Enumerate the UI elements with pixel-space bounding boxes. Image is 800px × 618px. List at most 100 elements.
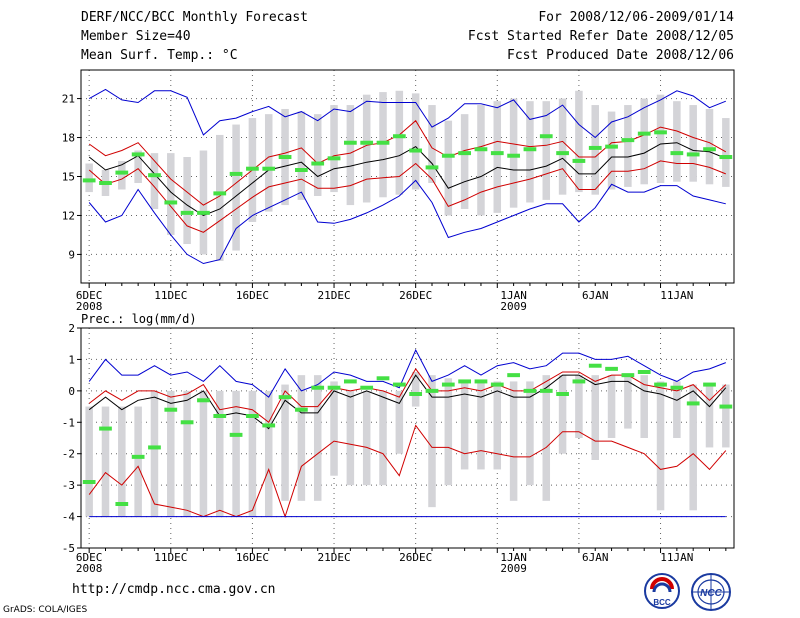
x-tick-label: 1JAN — [500, 289, 527, 302]
median-marker — [278, 395, 292, 400]
spread-box — [673, 381, 681, 438]
x-tick-label: 16DEC — [236, 289, 269, 302]
x-tick-label: 6JAN — [582, 289, 609, 302]
spread-box — [411, 93, 420, 190]
spread-box — [199, 150, 208, 255]
spread-box — [526, 101, 534, 203]
median-marker — [82, 480, 96, 484]
median-marker — [148, 173, 161, 178]
spread-box — [705, 108, 714, 185]
x-tick-label: 26DEC — [399, 551, 432, 564]
median-marker — [523, 388, 537, 393]
median-marker — [99, 180, 112, 185]
x-tick-label: 21DEC — [317, 289, 350, 302]
spread-box — [640, 98, 648, 185]
y-tick-label: 0 — [68, 385, 75, 398]
spread-box — [183, 390, 191, 517]
spread-box — [134, 150, 142, 183]
spread-box — [656, 94, 665, 183]
median-marker — [99, 426, 112, 431]
spread-box — [232, 390, 240, 517]
median-marker — [148, 445, 161, 450]
spread-box — [509, 381, 518, 501]
median-marker — [556, 392, 569, 396]
spread-box — [640, 375, 648, 438]
series-line-mean-plus-sd — [88, 119, 727, 206]
spread-box — [101, 406, 110, 517]
spread-box — [134, 406, 142, 517]
median-marker — [425, 165, 439, 170]
median-marker — [474, 147, 488, 152]
median-marker — [115, 502, 129, 506]
x-tick-year-label: 2008 — [76, 562, 103, 575]
spread-box — [395, 390, 404, 454]
median-marker — [686, 401, 700, 406]
x-tick-label: 21DEC — [317, 551, 350, 564]
median-marker — [246, 414, 259, 418]
spread-box — [607, 111, 616, 190]
median-marker — [376, 376, 390, 381]
median-marker — [490, 382, 504, 387]
x-tick-year-label: 2009 — [500, 300, 527, 313]
spread-box — [379, 390, 387, 486]
median-marker — [360, 385, 374, 390]
series-line-mean-minus-sd — [88, 160, 726, 233]
spread-box — [216, 134, 224, 261]
spread-box — [558, 375, 567, 454]
spread-box — [477, 381, 485, 470]
median-marker — [654, 130, 667, 135]
spread-box — [313, 114, 322, 196]
median-marker — [588, 363, 602, 368]
y-tick-label: 21 — [62, 93, 75, 106]
median-marker — [474, 379, 488, 384]
spread-box — [330, 381, 338, 476]
bcc-logo-text: BCC — [653, 598, 671, 607]
spread-box — [591, 375, 599, 460]
series-line-mean-minus-sd — [88, 424, 727, 519]
median-marker — [278, 155, 292, 160]
series-line-mean-plus-sd — [88, 367, 727, 424]
footer-url[interactable]: http://cmdp.ncc.cma.gov.cn — [72, 582, 276, 597]
spread-box — [346, 390, 355, 486]
y-tick-label: -2 — [62, 448, 75, 461]
x-tick-year-label: 2008 — [76, 300, 103, 313]
y-tick-label: 2 — [68, 322, 75, 335]
median-marker — [164, 200, 178, 205]
x-tick-label: 1JAN — [500, 551, 527, 564]
spread-box — [689, 384, 697, 511]
median-marker — [392, 382, 406, 387]
spread-box — [118, 406, 126, 517]
grads-credit: GrADS: COLA/IGES — [3, 605, 88, 615]
median-marker — [670, 151, 684, 156]
spread-box — [575, 90, 583, 193]
median-marker — [621, 373, 635, 378]
median-marker — [131, 152, 145, 157]
series-line-mean — [88, 374, 727, 430]
median-marker — [262, 166, 276, 171]
variable-label: Mean Surf. Temp.: °C — [81, 48, 238, 63]
median-marker — [507, 373, 520, 378]
spread-box — [362, 94, 371, 203]
median-marker — [180, 210, 194, 215]
spread-box — [346, 105, 355, 206]
spread-box — [199, 390, 208, 517]
median-marker — [343, 379, 357, 384]
median-marker — [295, 168, 308, 173]
median-marker — [588, 145, 602, 150]
spread-box — [722, 384, 730, 448]
median-marker — [441, 382, 455, 387]
median-marker — [115, 170, 129, 175]
spread-box — [624, 105, 632, 187]
median-marker — [82, 178, 96, 183]
median-marker — [409, 148, 423, 153]
median-marker — [490, 151, 504, 156]
spread-box — [281, 384, 289, 501]
median-marker — [360, 140, 374, 145]
series-line-max — [88, 88, 726, 139]
panel-title: Prec.: log(mm/d) — [81, 312, 197, 326]
x-tick-label: 11DEC — [154, 289, 187, 302]
median-marker — [637, 370, 651, 374]
median-marker — [376, 140, 390, 145]
median-marker — [311, 385, 325, 390]
y-tick-label: -4 — [62, 511, 76, 524]
